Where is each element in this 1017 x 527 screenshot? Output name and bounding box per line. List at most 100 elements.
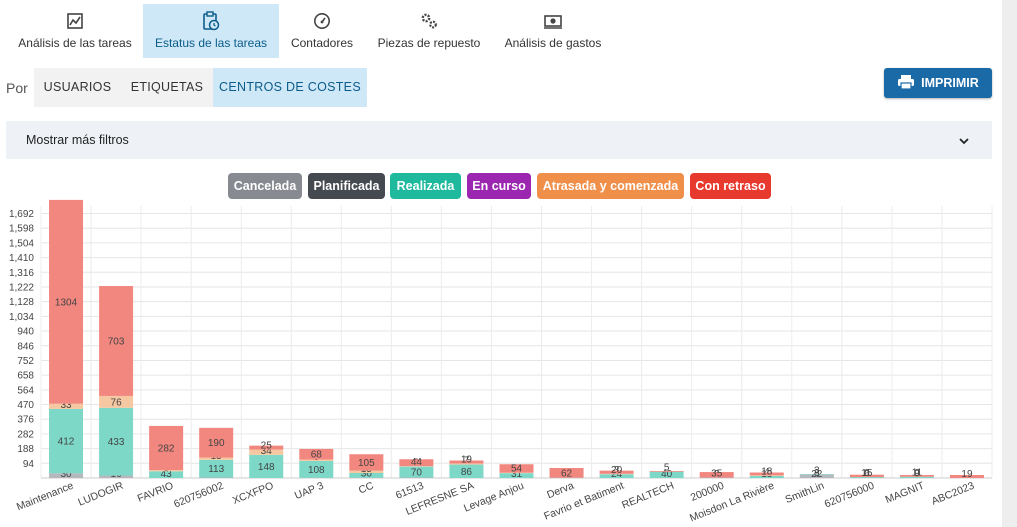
tab-task-status[interactable]: Estatus de las tareas [143,4,279,58]
tab-label: Contadores [290,36,354,50]
bar-segment [849,474,884,478]
data-label: 11 [912,468,923,479]
bar-segment [749,475,784,476]
legend-realizada[interactable]: Realizada [390,173,461,199]
data-label: 0 [864,468,870,479]
x-tick-label: Moisdon La Rivière [688,480,776,525]
x-tick-label: 620756002 [172,480,225,511]
bar-segment [499,473,534,478]
x-tick-label: Maintenance [15,480,75,514]
legend-planificada[interactable]: Planificada [308,173,385,199]
bar-segment [49,403,84,409]
y-tick-label: 376 [17,415,34,426]
bar-segment [149,470,184,472]
data-label: 3 [814,466,820,477]
data-label: 30 [60,469,72,480]
tab-users[interactable]: USUARIOS [34,68,121,107]
y-tick-label: 1,410 [9,253,34,264]
data-label: 8 [914,469,920,480]
bar-segment [749,475,784,478]
tab-label: Análisis de gastos [504,36,602,50]
tab-cost-centers[interactable]: CENTROS DE COSTES [213,68,367,107]
print-button[interactable]: IMPRIMIR [884,68,992,98]
data-label: 4 [764,467,770,478]
y-tick-label: 1,504 [9,238,34,249]
bar-segment [599,470,634,474]
chart-report-icon [65,11,85,31]
more-filters-label: Mostrar más filtros [26,133,129,147]
bar-segment [399,466,434,478]
y-tick-label: 564 [17,385,34,396]
bar-segment [499,464,534,473]
data-label: 31 [511,469,523,480]
bar-segment [599,474,634,478]
data-label: 3 [814,468,820,479]
data-label: 148 [258,462,275,473]
bar-segment [699,472,734,478]
more-filters-toggle[interactable]: Mostrar más filtros [6,121,992,159]
data-label: 68 [311,450,323,461]
bar-segment [249,445,284,450]
y-tick-label: 1,692 [9,209,34,220]
bar-segment [199,427,234,458]
x-tick-label: 61513 [394,480,426,502]
y-tick-label: 752 [17,356,34,367]
clipboard-clock-icon [201,11,221,31]
tab-spare-parts[interactable]: Piezas de repuesto [372,4,486,58]
x-tick-label: SmithLin [784,480,827,506]
page-scrollbar[interactable] [1002,0,1017,527]
bar-segment [449,463,484,465]
data-label: 25 [261,441,273,452]
gears-icon [419,11,439,31]
bar-segment [749,472,784,476]
data-label: 108 [308,465,325,476]
money-icon [543,11,563,31]
data-label: 33 [60,400,72,411]
bar-segment [149,471,184,478]
y-tick-label: 1,034 [9,312,34,323]
tab-counters[interactable]: Contadores [282,4,362,58]
data-label: 44 [411,457,423,468]
data-label: 282 [158,443,175,454]
data-label: 19 [961,469,973,480]
x-tick-label: Derva [545,480,576,502]
bar-segment [99,475,134,478]
tab-expense-analysis[interactable]: Análisis de gastos [500,4,606,58]
chevron-down-icon [958,133,970,151]
data-label: 113 [208,464,224,475]
bar-segment [349,472,384,478]
x-tick-label: UAP 3 [293,480,326,502]
legend-con-retraso[interactable]: Con retraso [690,173,771,199]
data-label: 19 [461,454,473,465]
tab-task-analysis[interactable]: Análisis de las tareas [8,4,142,58]
y-tick-label: 1,222 [9,282,34,293]
y-tick-label: 94 [23,459,35,470]
bar-segment [949,475,984,478]
legend-cancelada[interactable]: Cancelada [228,173,302,199]
x-tick-label: 620756000 [823,480,876,511]
data-label: 433 [108,437,125,448]
data-label: 412 [58,437,75,448]
legend-en-curso[interactable]: En curso [467,173,531,199]
x-tick-label: REALTECH [620,480,676,512]
bar-segment [99,286,134,396]
bar-segment [649,470,684,472]
data-label: 105 [358,458,375,469]
data-label: 20 [611,465,623,476]
printer-icon [897,74,915,93]
y-tick-label: 658 [17,371,34,382]
tab-tags[interactable]: ETIQUETAS [121,68,213,107]
legend-atrasada-y-comenzada[interactable]: Atrasada y comenzada [537,173,684,199]
data-label: 703 [108,336,125,347]
bar-segment [149,425,184,471]
data-label: 30 [361,469,373,480]
y-tick-label: 1,598 [9,224,34,235]
data-label: 1304 [55,297,78,308]
print-button-label: IMPRIMIR [921,76,979,90]
bar-segment [799,474,834,478]
data-label: 18 [761,466,773,477]
bar-segment [249,449,284,455]
tab-label: Piezas de repuesto [377,36,481,50]
data-label: 6 [864,469,870,480]
